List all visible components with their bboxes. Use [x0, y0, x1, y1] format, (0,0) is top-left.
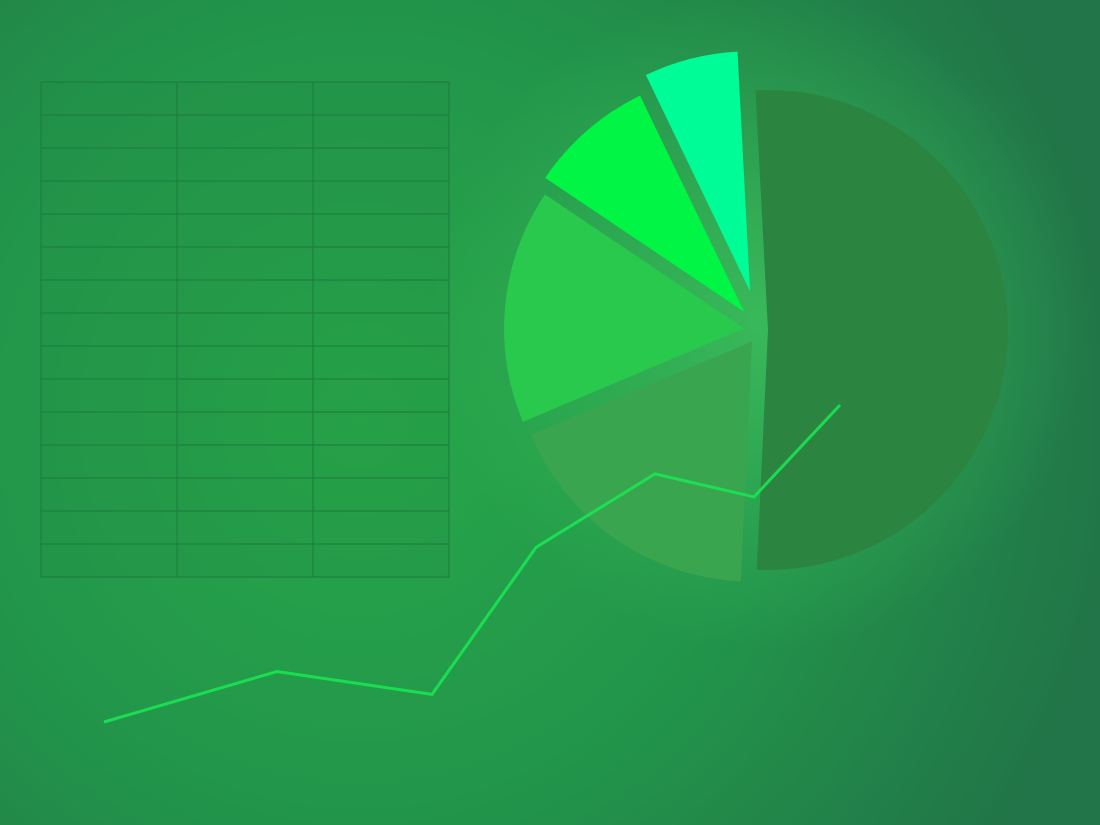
pie-slice	[755, 89, 1008, 570]
trend-line	[103, 403, 842, 724]
pie-slice	[545, 95, 745, 312]
spreadsheet-grid	[40, 81, 450, 578]
pie-chart-graphic	[504, 51, 1008, 582]
pie-slice	[645, 51, 751, 292]
pie-slice	[504, 194, 745, 422]
trend-line-graphic	[103, 403, 842, 724]
pie-slice	[530, 341, 752, 582]
grid-frame	[40, 81, 450, 578]
